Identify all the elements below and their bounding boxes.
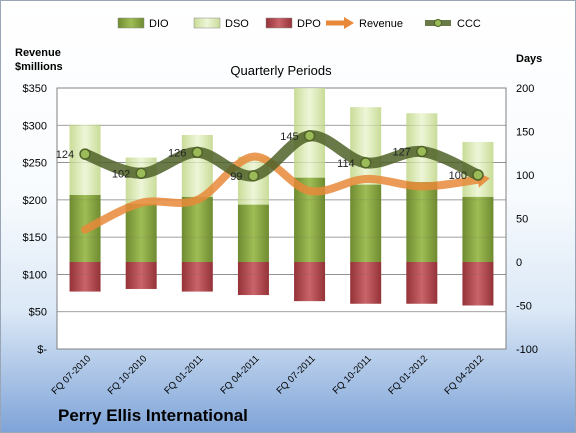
company-name: Perry Ellis International bbox=[58, 406, 248, 425]
ccc-data-label: 126 bbox=[168, 147, 186, 159]
left-tick-label: $100 bbox=[23, 269, 47, 281]
dso-bar bbox=[125, 157, 157, 204]
category-label: FQ 04-2011 bbox=[218, 353, 261, 396]
ccc-point bbox=[135, 167, 147, 180]
dpo-bar bbox=[125, 262, 157, 289]
legend-label: CCC bbox=[457, 18, 481, 30]
dpo-bar bbox=[350, 262, 382, 304]
category-label: FQ 10-2011 bbox=[331, 353, 374, 396]
left-tick-label: $200 bbox=[23, 195, 47, 207]
left-axis-title-line1: Revenue bbox=[15, 47, 61, 59]
dso-bar bbox=[181, 134, 213, 197]
dso-bar bbox=[350, 107, 382, 185]
legend-label: DIO bbox=[149, 18, 169, 30]
ccc-point bbox=[303, 130, 316, 142]
revenue-line bbox=[81, 152, 482, 234]
legend-label: DSO bbox=[225, 18, 249, 30]
right-tick-label: -100 bbox=[516, 344, 538, 356]
dio-bar bbox=[181, 196, 213, 262]
dpo-bar bbox=[294, 262, 326, 302]
dio-bar bbox=[462, 196, 494, 262]
right-tick-label: 0 bbox=[516, 257, 522, 269]
left-tick-label: $300 bbox=[23, 120, 47, 132]
ccc-point bbox=[79, 148, 91, 160]
legend-swatch-dso bbox=[193, 17, 221, 29]
dpo-bar bbox=[237, 262, 269, 296]
right-tick-label: 150 bbox=[516, 127, 534, 139]
right-tick-label: -50 bbox=[516, 301, 532, 313]
legend-label: Revenue bbox=[359, 18, 403, 30]
dpo-bar bbox=[406, 262, 438, 304]
ccc-data-label: 124 bbox=[56, 149, 74, 161]
category-label: FQ 01-2011 bbox=[162, 353, 205, 396]
right-tick-label: 50 bbox=[516, 214, 528, 226]
legend-swatch-dpo bbox=[265, 17, 293, 29]
legend-marker-ccc bbox=[434, 19, 442, 27]
left-axis-title-line2: $millions bbox=[15, 61, 63, 73]
legend-swatch-dio bbox=[117, 17, 145, 29]
left-tick-label: $- bbox=[37, 344, 47, 356]
ccc-data-label: 100 bbox=[449, 170, 467, 182]
dpo-bar bbox=[69, 262, 101, 292]
legend-label: DPO bbox=[297, 18, 321, 30]
ccc-data-label: 99 bbox=[230, 171, 242, 183]
left-tick-label: $150 bbox=[23, 232, 47, 244]
ccc-line bbox=[79, 130, 484, 182]
category-label: FQ 10-2010 bbox=[106, 353, 150, 397]
right-axis-title: Days bbox=[516, 53, 542, 65]
right-tick-label: 100 bbox=[516, 170, 534, 182]
dpo-bar bbox=[181, 262, 213, 292]
ccc-point bbox=[191, 146, 204, 159]
plot-area bbox=[56, 87, 507, 350]
dio-bar bbox=[350, 184, 382, 262]
category-label: FQ 04-2012 bbox=[442, 353, 486, 397]
chart-title: Quarterly Periods bbox=[230, 63, 332, 78]
ccc-point bbox=[247, 170, 260, 182]
category-label: FQ 07-2011 bbox=[275, 353, 318, 396]
ccc-data-label: 114 bbox=[337, 158, 355, 170]
left-tick-label: $350 bbox=[23, 83, 47, 95]
left-tick-label: $50 bbox=[29, 307, 47, 319]
ccc-data-label: 127 bbox=[392, 147, 410, 159]
dio-bar bbox=[125, 203, 157, 262]
category-label: FQ 01-2012 bbox=[386, 353, 430, 397]
dpo-bar bbox=[462, 262, 494, 306]
dio-bar bbox=[406, 181, 438, 262]
ccc-data-label: 145 bbox=[280, 131, 298, 143]
dio-bar bbox=[237, 204, 269, 262]
category-label: FQ 07-2010 bbox=[50, 353, 94, 397]
ccc-point bbox=[472, 169, 484, 181]
ccc-point bbox=[416, 145, 428, 158]
ccc-data-label: 102 bbox=[112, 168, 130, 180]
left-tick-label: $250 bbox=[23, 158, 47, 170]
ccc-point bbox=[359, 157, 372, 169]
right-tick-label: 200 bbox=[516, 83, 534, 95]
legend-arrow-revenue bbox=[344, 17, 354, 29]
